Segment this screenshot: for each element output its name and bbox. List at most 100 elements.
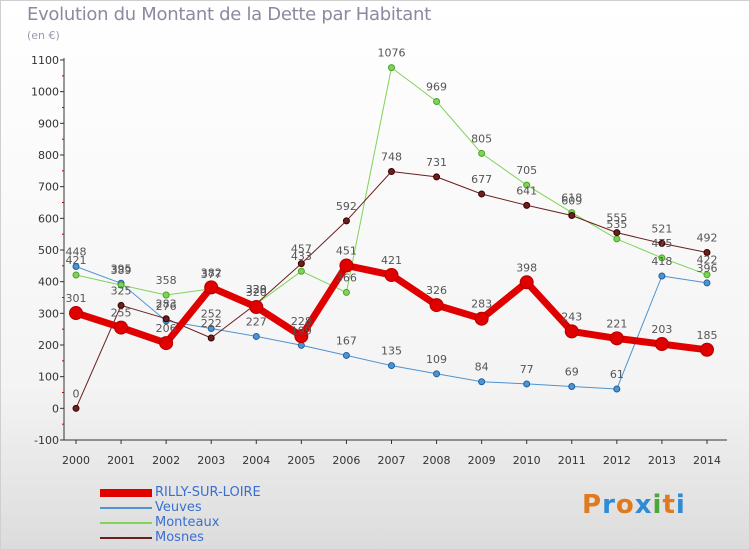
data-point bbox=[72, 404, 80, 412]
data-label: 320 bbox=[246, 286, 267, 299]
data-point bbox=[474, 311, 489, 326]
data-label: 301 bbox=[66, 292, 87, 305]
data-point bbox=[114, 320, 129, 335]
data-label: 0 bbox=[73, 387, 80, 400]
data-point bbox=[207, 325, 215, 333]
data-point bbox=[658, 239, 666, 247]
chart-title: Evolution du Montant de la Dette par Hab… bbox=[27, 4, 431, 25]
data-label: 252 bbox=[201, 308, 222, 321]
data-point bbox=[387, 64, 395, 72]
data-label: 396 bbox=[696, 262, 717, 275]
data-label: 641 bbox=[516, 184, 537, 197]
data-point bbox=[252, 332, 260, 340]
data-label: 592 bbox=[336, 200, 357, 213]
proxiti-logo: Proxiti bbox=[582, 490, 686, 520]
data-point bbox=[117, 301, 125, 309]
data-point bbox=[297, 341, 305, 349]
data-point bbox=[568, 382, 576, 390]
data-point bbox=[703, 271, 711, 279]
data-label: 521 bbox=[651, 222, 672, 235]
data-point bbox=[523, 181, 531, 189]
data-point bbox=[162, 315, 170, 323]
data-label: 243 bbox=[561, 310, 582, 323]
data-label: 748 bbox=[381, 150, 402, 163]
data-point bbox=[342, 288, 350, 296]
data-point bbox=[658, 254, 666, 262]
data-point bbox=[387, 167, 395, 175]
data-label: 421 bbox=[381, 254, 402, 267]
y-tick-label: -100 bbox=[34, 434, 59, 447]
data-label: 535 bbox=[606, 218, 627, 231]
y-tick-label: 300 bbox=[38, 307, 59, 320]
data-label: 421 bbox=[66, 254, 87, 267]
data-point bbox=[72, 271, 80, 279]
x-tick-label: 2007 bbox=[377, 454, 405, 467]
data-label: 221 bbox=[606, 317, 627, 330]
x-tick-label: 2010 bbox=[513, 454, 541, 467]
data-label: 228 bbox=[291, 315, 312, 328]
x-tick-label: 2002 bbox=[152, 454, 180, 467]
data-label: 677 bbox=[471, 173, 492, 186]
legend-label: RILLY-SUR-LOIRE bbox=[155, 485, 261, 500]
data-label: 1076 bbox=[377, 47, 405, 60]
logo-letter: P bbox=[582, 490, 603, 520]
data-label: 475 bbox=[651, 237, 672, 250]
y-tick-label: 600 bbox=[38, 212, 59, 225]
data-label: 135 bbox=[381, 345, 402, 358]
data-label: 222 bbox=[201, 317, 222, 330]
logo-letter: i bbox=[652, 490, 663, 520]
data-label: 555 bbox=[606, 212, 627, 225]
data-point bbox=[297, 260, 305, 268]
data-label: 109 bbox=[426, 353, 447, 366]
data-label: 969 bbox=[426, 80, 447, 93]
data-label: 199 bbox=[291, 324, 312, 337]
data-label: 325 bbox=[111, 284, 132, 297]
data-label: 329 bbox=[246, 283, 267, 296]
x-tick-label: 2014 bbox=[693, 454, 721, 467]
x-tick-label: 2009 bbox=[468, 454, 496, 467]
data-label: 433 bbox=[291, 250, 312, 263]
data-point bbox=[204, 280, 219, 295]
legend-swatch bbox=[100, 507, 152, 509]
x-tick-label: 2001 bbox=[107, 454, 135, 467]
data-label: 283 bbox=[156, 298, 177, 311]
data-point bbox=[159, 336, 174, 351]
data-point bbox=[703, 279, 711, 287]
data-point bbox=[207, 334, 215, 342]
data-label: 61 bbox=[610, 368, 624, 381]
data-point bbox=[609, 331, 624, 346]
data-label: 377 bbox=[201, 268, 222, 281]
data-label: 382 bbox=[201, 266, 222, 279]
data-point bbox=[478, 378, 486, 386]
data-label: 731 bbox=[426, 156, 447, 169]
data-label: 422 bbox=[696, 254, 717, 267]
data-label: 283 bbox=[471, 298, 492, 311]
data-label: 227 bbox=[246, 315, 267, 328]
logo-letter: o bbox=[615, 490, 635, 520]
data-label: 69 bbox=[565, 365, 579, 378]
data-point bbox=[613, 235, 621, 243]
data-label: 448 bbox=[66, 245, 87, 258]
x-tick-label: 2013 bbox=[648, 454, 676, 467]
data-label: 206 bbox=[156, 322, 177, 335]
y-tick-label: 500 bbox=[38, 244, 59, 257]
data-label: 395 bbox=[111, 262, 132, 275]
data-label: 609 bbox=[561, 194, 582, 207]
data-label: 185 bbox=[696, 329, 717, 342]
data-label: 366 bbox=[336, 271, 357, 284]
data-label: 451 bbox=[336, 245, 357, 258]
data-point bbox=[339, 258, 354, 273]
data-point bbox=[162, 291, 170, 299]
data-point bbox=[72, 262, 80, 270]
data-label: 330 bbox=[246, 283, 267, 296]
data-label: 705 bbox=[516, 164, 537, 177]
data-point bbox=[613, 229, 621, 237]
legend-swatch bbox=[100, 522, 152, 524]
y-tick-label: 0 bbox=[52, 402, 59, 415]
data-point bbox=[654, 337, 669, 352]
data-label: 618 bbox=[561, 192, 582, 205]
data-label: 326 bbox=[426, 284, 447, 297]
data-label: 457 bbox=[291, 243, 312, 256]
data-point bbox=[433, 97, 441, 105]
